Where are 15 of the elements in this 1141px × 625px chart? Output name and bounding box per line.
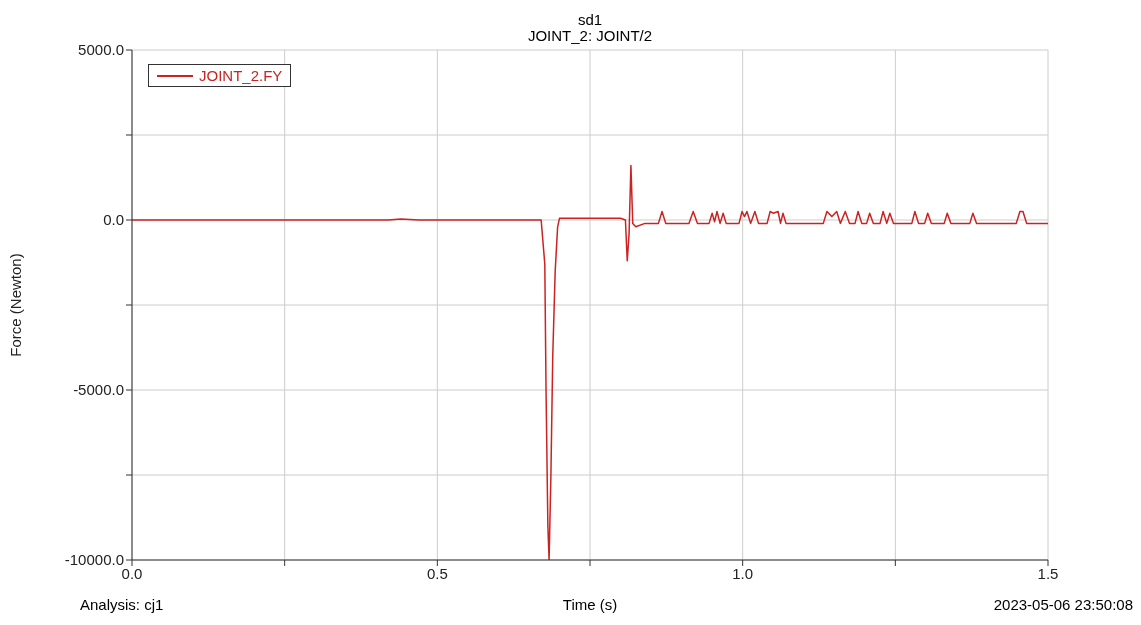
chart-title: sd1 (576, 11, 604, 28)
y-tick-label: -5000.0 (73, 381, 124, 399)
x-tick-label: 0.5 (426, 564, 448, 582)
x-tick-label: 1.5 (1037, 564, 1059, 582)
x-tick-label: 1.0 (732, 564, 754, 582)
legend-label: JOINT_2.FY (198, 67, 283, 84)
y-tick-label: -10000.0 (64, 551, 124, 569)
text: Analysis: cj1 (80, 596, 164, 613)
y-tick-label: 0.0 (103, 211, 124, 229)
x-tick-label: 0.0 (121, 564, 143, 582)
text: 2023-05-06 23:50:08 (993, 596, 1133, 613)
chart-subtitle: JOINT_2: JOINT/2 (526, 27, 654, 44)
y-axis-title: Force (Newton) (7, 253, 25, 357)
y-tick-label: 5000.0 (78, 41, 124, 59)
x-axis-title: Time (s) (562, 596, 618, 613)
